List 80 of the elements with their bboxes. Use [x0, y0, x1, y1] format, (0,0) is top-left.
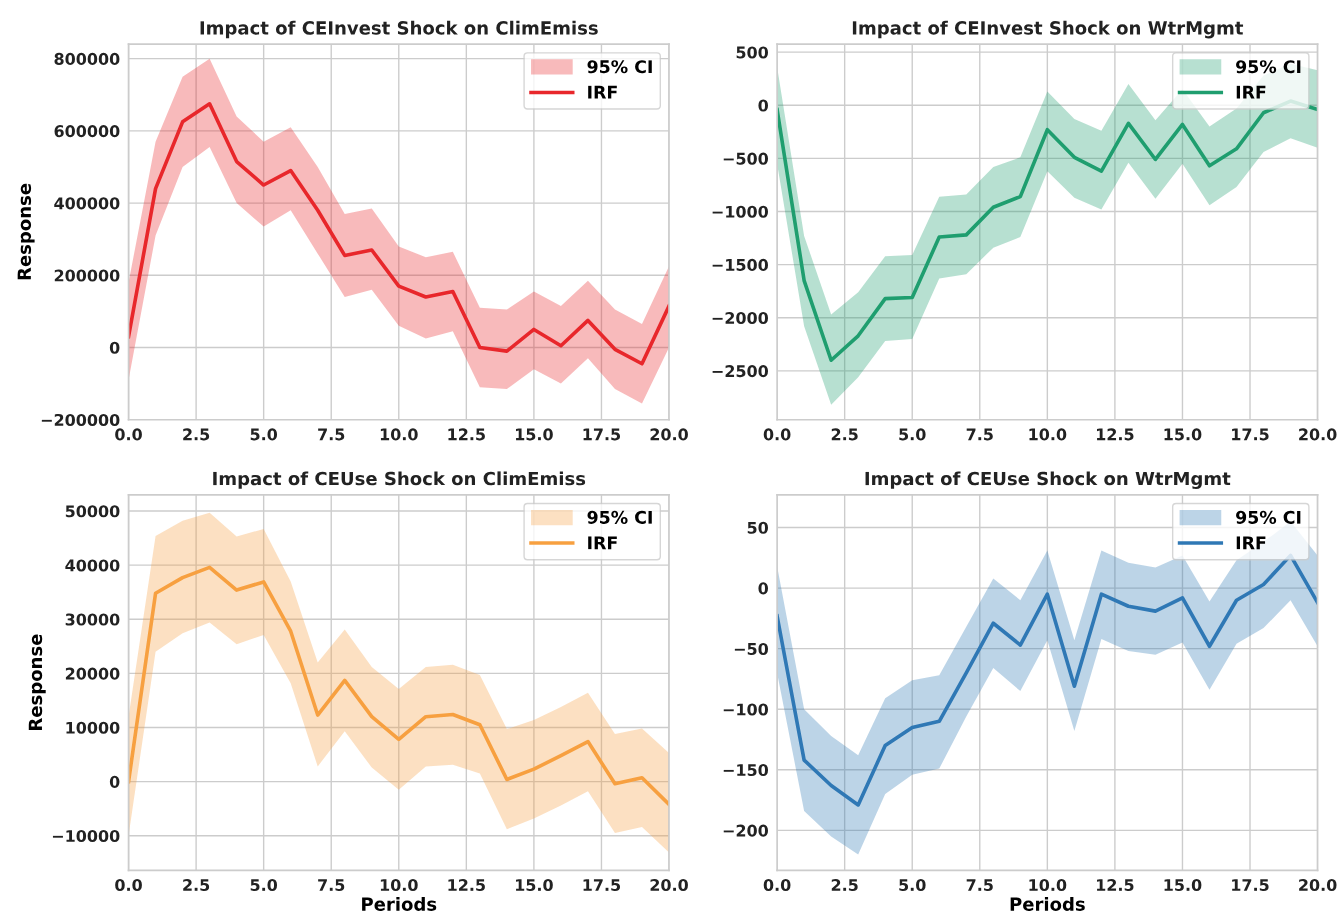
y-tick-label: 0: [109, 775, 120, 788]
legend-label: IRF: [1236, 536, 1266, 550]
annotation: 95% CI: [1236, 60, 1301, 74]
x-tick-label: 17.5: [583, 879, 621, 892]
y-tick-label: 20000: [65, 667, 120, 680]
x-tick-label: 12.5: [1097, 428, 1134, 441]
x-tick-label: 20.0: [650, 878, 688, 892]
x-tick-label: 10.0: [380, 878, 418, 892]
annotation: 95% CI: [1236, 510, 1301, 524]
line-series: [128, 565, 670, 807]
x-tick-label: 2.5: [183, 428, 210, 441]
x-tick-label: 2.5: [831, 428, 858, 441]
x-axis-title: Periods: [1010, 896, 1085, 911]
chart-title: Impact of CEInvest Shock on WtrMgmt: [852, 20, 1244, 39]
x-tick-label: 0.0: [763, 428, 791, 441]
y-tick-label: −500: [723, 152, 769, 165]
legend-label: IRF: [1236, 85, 1266, 99]
annotation: 95% CI: [587, 510, 652, 524]
y-axis-title: Response: [17, 183, 35, 280]
y-tick-label: 40000: [65, 559, 120, 572]
x-tick-label: 0.0: [763, 878, 791, 892]
x-tick-label: 7.5: [966, 428, 993, 441]
x-tick-label: 7.5: [966, 879, 993, 892]
x-tick-label: 20.0: [650, 428, 688, 441]
y-tick-label: −50: [734, 642, 769, 655]
y-tick-label: 0: [758, 582, 769, 595]
y-tick-label: 50: [747, 521, 769, 534]
x-tick-label: 10.0: [1029, 878, 1067, 892]
y-tick-label: −1000: [712, 205, 769, 218]
x-tick-label: 15.0: [515, 428, 553, 441]
x-tick-label: 12.5: [448, 428, 485, 441]
x-tick-label: 0.0: [115, 428, 142, 441]
x-tick-label: 2.5: [183, 878, 210, 892]
x-tick-label: 12.5: [448, 878, 485, 892]
y-tick-label: −2000: [712, 311, 769, 325]
y-tick-label: 500: [736, 46, 769, 59]
x-tick-label: 15.0: [1164, 878, 1202, 892]
x-tick-label: 20.0: [1299, 428, 1337, 441]
y-tick-label: 0: [109, 341, 120, 354]
y-tick-label: 200000: [54, 269, 120, 282]
x-axis-title: Periods: [362, 896, 437, 911]
x-tick-label: 7.5: [318, 879, 345, 892]
chart-title: Impact of CEUse Shock on ClimEmiss: [213, 471, 586, 489]
y-tick-label: −2500: [712, 365, 769, 378]
y-tick-label: 10000: [66, 721, 120, 734]
legend-label: IRF: [588, 536, 617, 550]
y-tick-label: −150: [723, 764, 769, 777]
annotation: 95% CI: [587, 60, 652, 74]
y-tick-label: −200: [723, 824, 769, 837]
line-series: [128, 101, 670, 366]
y-tick-label: 600000: [54, 125, 120, 138]
x-tick-label: 5.0: [899, 878, 926, 892]
x-tick-label: 10.0: [380, 428, 418, 441]
y-tick-label: −200000: [41, 413, 120, 427]
x-tick-label: 2.5: [831, 878, 858, 892]
y-tick-label: 400000: [54, 197, 120, 210]
y-tick-label: 800000: [54, 52, 120, 65]
x-tick-label: 20.0: [1299, 878, 1337, 892]
y-tick-label: 50000: [65, 505, 120, 518]
y-tick-label: 0: [758, 99, 769, 112]
y-axis-title: Response: [28, 634, 46, 730]
x-tick-label: 17.5: [583, 428, 621, 441]
y-tick-label: −100: [723, 703, 769, 716]
x-tick-label: 7.5: [318, 428, 345, 441]
x-tick-label: 5.0: [250, 428, 278, 441]
x-tick-label: 12.5: [1097, 878, 1134, 892]
chart-title: Impact of CEInvest Shock on ClimEmiss: [200, 20, 598, 39]
x-tick-label: 15.0: [1164, 428, 1202, 441]
y-tick-label: 30000: [65, 613, 120, 626]
x-tick-label: 17.5: [1232, 879, 1269, 892]
x-tick-label: 0.0: [115, 878, 142, 892]
y-tick-label: −1500: [712, 258, 769, 271]
legend-label: IRF: [588, 85, 617, 99]
x-tick-label: 5.0: [899, 428, 926, 441]
x-tick-label: 15.0: [515, 878, 553, 892]
chart-title: Impact of CEUse Shock on WtrMgmt: [865, 471, 1231, 489]
x-tick-label: 5.0: [250, 878, 278, 892]
x-tick-label: 10.0: [1029, 428, 1067, 441]
y-tick-label: −10000: [52, 829, 120, 843]
x-tick-label: 17.5: [1232, 428, 1269, 441]
